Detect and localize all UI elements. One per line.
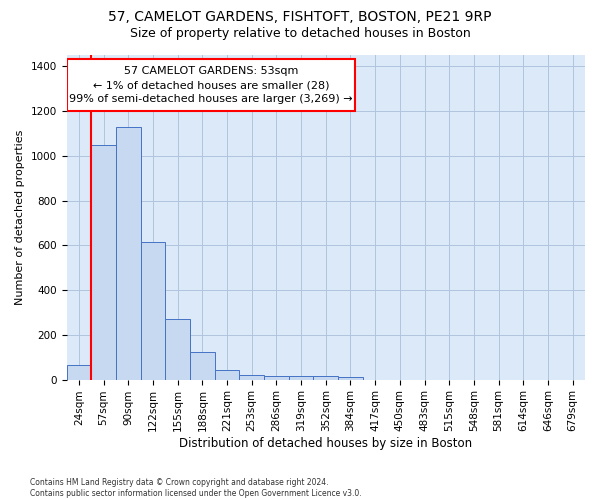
- Bar: [239, 375, 264, 380]
- Bar: [140, 242, 165, 380]
- Bar: [190, 352, 215, 380]
- Bar: [91, 144, 116, 380]
- Bar: [67, 365, 91, 380]
- Bar: [264, 376, 289, 380]
- Text: Size of property relative to detached houses in Boston: Size of property relative to detached ho…: [130, 28, 470, 40]
- Bar: [313, 376, 338, 380]
- Bar: [116, 126, 140, 380]
- Text: 57, CAMELOT GARDENS, FISHTOFT, BOSTON, PE21 9RP: 57, CAMELOT GARDENS, FISHTOFT, BOSTON, P…: [108, 10, 492, 24]
- Y-axis label: Number of detached properties: Number of detached properties: [15, 130, 25, 305]
- Bar: [215, 370, 239, 380]
- Bar: [165, 319, 190, 380]
- Bar: [338, 378, 363, 380]
- Text: Contains HM Land Registry data © Crown copyright and database right 2024.
Contai: Contains HM Land Registry data © Crown c…: [30, 478, 362, 498]
- X-axis label: Distribution of detached houses by size in Boston: Distribution of detached houses by size …: [179, 437, 472, 450]
- Bar: [289, 376, 313, 380]
- Text: 57 CAMELOT GARDENS: 53sqm
← 1% of detached houses are smaller (28)
99% of semi-d: 57 CAMELOT GARDENS: 53sqm ← 1% of detach…: [69, 66, 353, 104]
- Bar: [67, 60, 355, 111]
